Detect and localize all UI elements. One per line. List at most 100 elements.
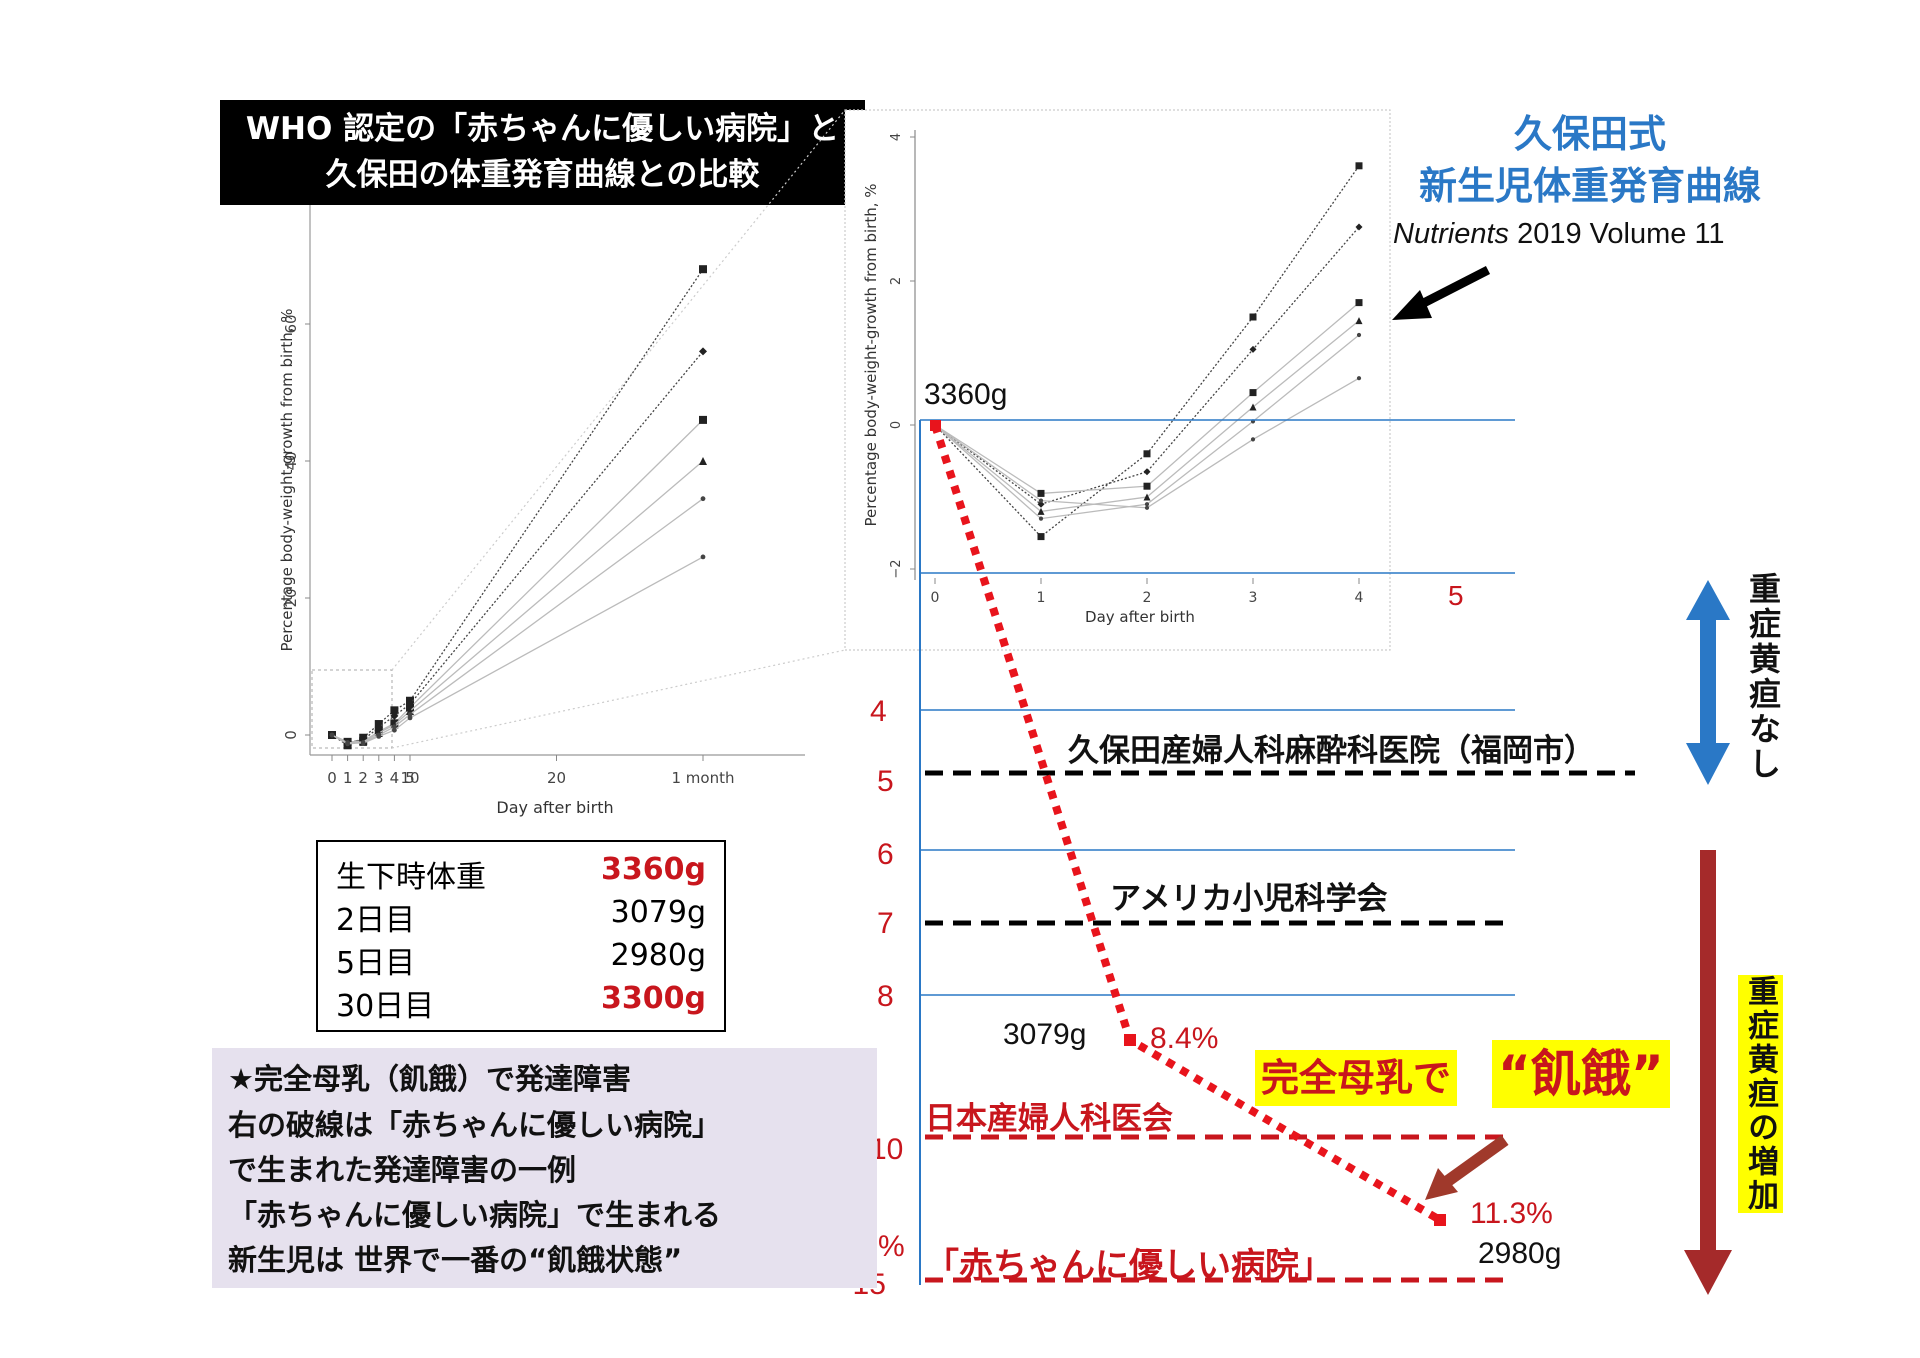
slide-title-line1: WHO 認定の「赤ちゃんに優しい病院」と	[245, 111, 840, 147]
weight-row-value: 3360g	[601, 852, 706, 887]
note-line: で生まれた発達障害の一例	[228, 1153, 577, 1187]
data-point	[699, 415, 707, 424]
x-tick-label: 10	[400, 769, 419, 787]
label-bfh: 「赤ちゃんに優しい病院」	[925, 1246, 1333, 1286]
data-point	[1250, 437, 1256, 442]
data-point	[699, 347, 707, 356]
x-tick-label: 2	[1143, 590, 1152, 606]
data-point	[699, 457, 707, 465]
data-point	[1144, 502, 1150, 507]
slide-title-line2: 久保田の体重発育曲線との比較	[325, 157, 760, 193]
y-tick-label: −2	[889, 559, 904, 578]
data-point	[1249, 389, 1257, 397]
inset-chart-xlabel: Day after birth	[1085, 608, 1195, 626]
series-line	[331, 498, 704, 745]
data-point	[700, 554, 706, 560]
scale-gridlines	[920, 419, 1515, 996]
data-point	[1038, 516, 1044, 521]
note-line: 右の破線は「赤ちゃんに優しい病院」	[228, 1108, 722, 1142]
x-tick-label: 1	[1037, 590, 1046, 606]
y-tick-label: 20	[282, 588, 300, 607]
data-point	[392, 727, 397, 733]
note-box: ★完全母乳（飢餓）で発達障害 右の破線は「赤ちゃんに優しい病院」 で生まれた発達…	[212, 1048, 877, 1288]
x-tick-label: 4	[1355, 590, 1364, 606]
label-aap: アメリカ小児科学会	[1110, 881, 1388, 917]
bfh-label-day5-percent: 11.3%	[1470, 1197, 1553, 1230]
weight-row-label: 30日目	[336, 989, 435, 1024]
journal-citation: Nutrients 2019 Volume 11	[1393, 218, 1725, 251]
x-tick-label: 3	[374, 769, 384, 787]
bfh-label-day2-percent: 8.4%	[1150, 1022, 1219, 1055]
scale-tick-4: 4	[870, 695, 887, 728]
note-line: 「赤ちゃんに優しい病院」で生まれる	[228, 1198, 722, 1232]
x-tick-label: 1 month	[672, 769, 735, 787]
bfh-case-point-day5	[1434, 1214, 1446, 1226]
starvation-arrow-shaft	[1441, 1135, 1509, 1188]
label-jaog: 日本産婦人科医会	[925, 1101, 1173, 1137]
x-tick-label: 1	[343, 769, 353, 787]
data-point	[1038, 498, 1044, 503]
data-point	[1355, 299, 1363, 307]
scale-top-tick: 5	[1448, 580, 1464, 611]
data-point	[1249, 345, 1257, 353]
increased-jaundice-arrow	[1684, 850, 1732, 1295]
scale-tick-5: 5	[877, 765, 894, 798]
scale-tick-7: 7	[877, 907, 894, 940]
series-line	[331, 419, 704, 743]
weight-row-label: 2日目	[336, 903, 416, 938]
weight-table: 生下時体重 3360g 2日目 3079g 5日目 2980g 30日目 330…	[316, 840, 726, 1032]
data-point	[392, 724, 397, 730]
weight-row-label: 5日目	[336, 946, 416, 981]
starvation-word: “飢餓”	[1492, 1040, 1670, 1108]
data-point	[390, 706, 399, 715]
weight-row-label: 生下時体重	[336, 860, 486, 895]
series-line	[331, 556, 704, 744]
note-line: 新生児は 世界で一番の“飢餓状態”	[228, 1243, 683, 1277]
data-point	[1143, 450, 1151, 458]
data-point	[1249, 313, 1257, 321]
y-tick-label: 40	[282, 451, 300, 470]
data-point	[1249, 403, 1257, 411]
slide-title: WHO 認定の「赤ちゃんに優しい病院」と 久保田の体重発育曲線との比較	[220, 100, 865, 205]
y-tick-label: 2	[889, 277, 904, 285]
starvation-arrow-head	[1425, 1168, 1458, 1200]
x-tick-label: 5	[405, 769, 415, 787]
data-point	[1355, 317, 1363, 325]
data-point	[407, 715, 413, 721]
label-no-jaundice: 重症黄疸なし	[1744, 572, 1782, 782]
series-line	[331, 268, 704, 747]
weight-row-value: 2980g	[610, 938, 706, 973]
x-tick-label: 4	[390, 769, 400, 787]
bfh-case-point-day2	[1124, 1034, 1136, 1046]
label-more-jaundice: 重症黄疸の増加	[1738, 975, 1783, 1213]
data-point	[1355, 162, 1363, 170]
data-point	[1355, 223, 1363, 231]
data-point	[345, 740, 350, 745]
note-line: ★完全母乳（飢餓）で発達障害	[228, 1062, 631, 1096]
x-tick-label: 0	[327, 769, 337, 787]
x-tick-label: 3	[1249, 590, 1258, 606]
data-point	[1143, 468, 1151, 476]
weight-row: 2日目 3079g	[336, 895, 706, 938]
scale-tick-percent: %	[878, 1230, 905, 1263]
data-point	[329, 732, 335, 738]
inset-chart: −2 0 2 4 0 1 2 3 4	[889, 130, 1364, 606]
zoom-connector-bottom	[391, 649, 846, 749]
journal-name: Nutrients	[1393, 218, 1510, 250]
data-point	[1144, 505, 1150, 510]
zoom-connector-top	[391, 109, 846, 671]
large-chart-ylabel: Percentage body-weight-growth from birth…	[278, 308, 296, 651]
y-tick-label: 4	[889, 133, 904, 141]
large-chart-xlabel: Day after birth	[496, 798, 613, 817]
bfh-label-birth: 3360g	[924, 378, 1008, 411]
inset-chart-ylabel: Percentage body-weight-growth from birth…	[862, 183, 880, 526]
data-point	[1037, 533, 1045, 541]
source-title: 久保田式 新生児体重発育曲線	[1390, 108, 1790, 212]
data-point	[390, 711, 399, 720]
data-point	[1037, 507, 1045, 515]
data-point	[1143, 482, 1151, 490]
data-point	[1037, 489, 1045, 497]
data-point	[407, 712, 413, 717]
